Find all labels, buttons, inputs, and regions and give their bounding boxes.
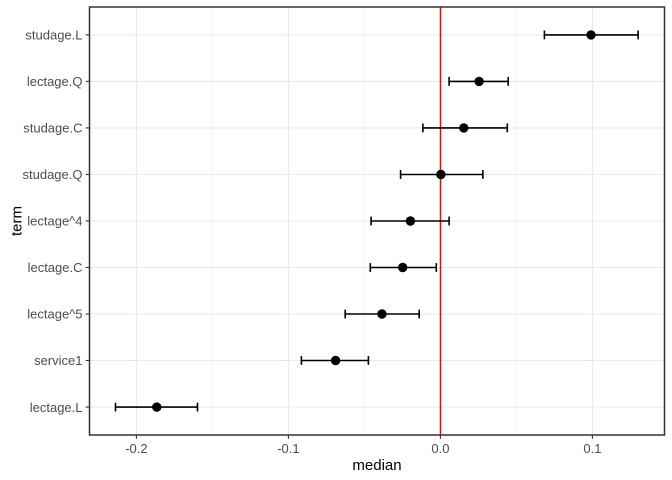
svg-text:lectage.Q: lectage.Q: [27, 74, 83, 89]
svg-text:studage.Q: studage.Q: [23, 167, 83, 182]
svg-text:lectage.L: lectage.L: [30, 400, 83, 415]
svg-text:0.1: 0.1: [583, 441, 601, 456]
svg-text:studage.C: studage.C: [23, 121, 82, 136]
svg-text:-0.2: -0.2: [125, 441, 147, 456]
svg-text:median: median: [352, 457, 401, 474]
svg-text:0.0: 0.0: [431, 441, 449, 456]
svg-text:lectage.C: lectage.C: [28, 260, 83, 275]
svg-text:lectage^5: lectage^5: [27, 307, 82, 322]
svg-text:service1: service1: [34, 353, 82, 368]
svg-text:lectage^4: lectage^4: [27, 214, 82, 229]
svg-text:-0.1: -0.1: [277, 441, 299, 456]
svg-text:studage.L: studage.L: [25, 28, 82, 43]
svg-text:term: term: [9, 206, 26, 236]
